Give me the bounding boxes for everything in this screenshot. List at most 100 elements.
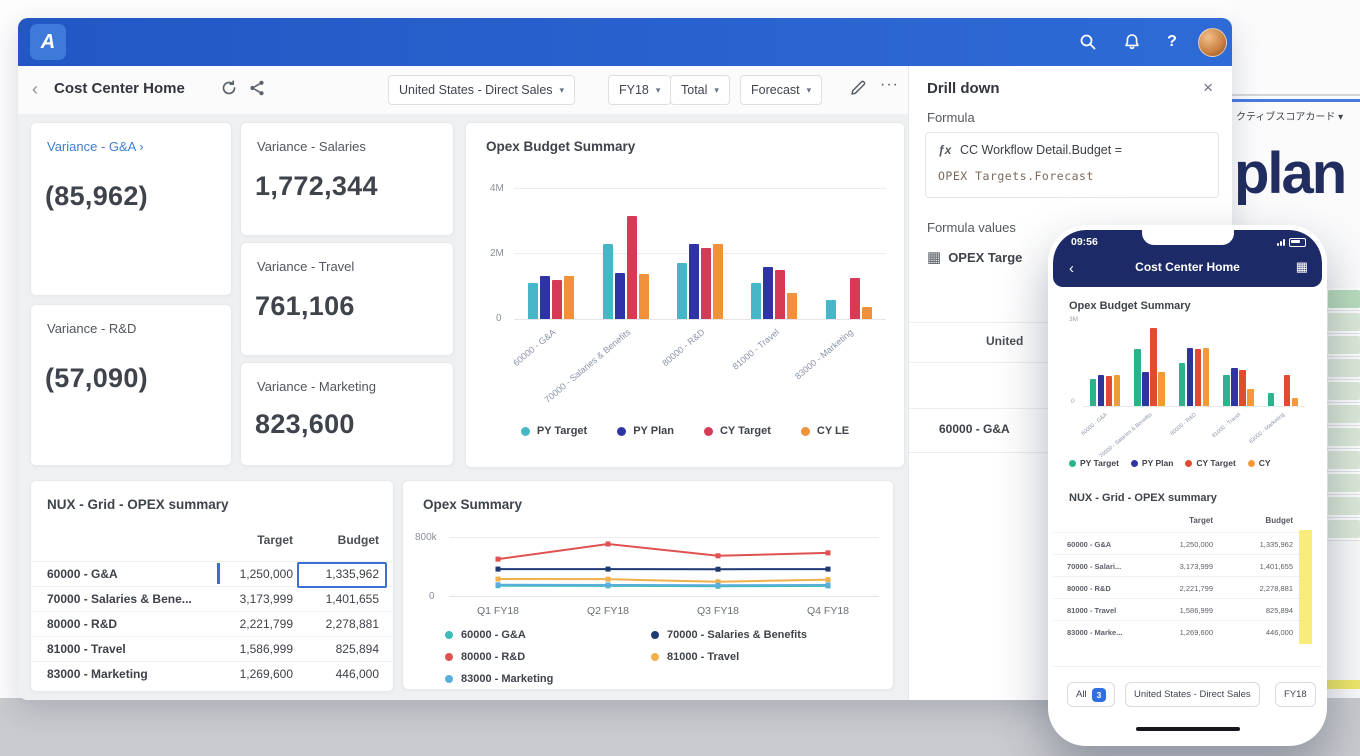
x-axis-label: Q3 FY18 [696,605,740,617]
legend-item[interactable]: CY Target [703,425,771,437]
home-indicator[interactable] [1135,727,1240,731]
anaplan-logo-icon[interactable]: A [30,24,66,60]
gridline [514,188,886,189]
legend-item[interactable]: 83000 - Marketing [445,673,553,685]
chevron-down-icon: ▾ [559,84,565,95]
legend-dot [1069,459,1076,467]
bar [1150,328,1157,406]
filter-dropdown-page[interactable]: United States - Direct Sales ▾ [388,75,576,105]
kpi-value: 1,772,344 [255,171,378,201]
filter-dropdown-version[interactable]: Forecast ▾ [740,75,823,105]
count-badge: 3 [1091,687,1107,702]
bar [1267,393,1274,406]
filter-dropdown-time[interactable]: FY18 ▾ [608,75,672,105]
kpi-label: Variance - Travel [257,259,355,274]
x-axis-label: 70000 - Salaries & Benefits [1098,412,1154,460]
help-icon[interactable]: ? [1167,33,1177,50]
x-axis-label: 60000 - G&A [511,327,558,369]
bar [1105,376,1113,406]
grid-menu-icon[interactable]: ▦ [1295,259,1308,274]
bar [1186,347,1194,406]
grid-row[interactable]: 83000 - Marke... 1,269,600 446,000 [1053,620,1306,643]
grid-row[interactable]: 60000 - G&A 1,250,000 1,335,962 [31,561,393,587]
legend-item: CY [1247,458,1271,468]
highlight-scroll-strip [1299,530,1312,644]
phone-page-title: Cost Center Home [1135,260,1240,274]
x-axis [1083,406,1305,407]
bar [688,243,699,319]
formula-line1: CC Workflow Detail.Budget = [960,143,1122,157]
kpi-link-label[interactable]: Variance - G&A › [47,139,144,154]
panel-title: Drill down [927,80,1000,97]
kpi-label: Variance - R&D [47,321,137,336]
grid-row[interactable]: 70000 - Salari... 3,173,999 1,401,655 [1053,554,1306,577]
filter-chip-time[interactable]: FY18 [1275,682,1316,707]
grid-row[interactable]: 80000 - R&D 2,221,799 2,278,881 [1053,576,1306,599]
legend-item[interactable]: 81000 - Travel [651,651,739,663]
bar [775,269,786,319]
formula-box[interactable]: ƒx CC Workflow Detail.Budget = OPEX Targ… [925,132,1219,198]
bar [626,215,637,319]
search-icon[interactable] [1076,30,1100,54]
filter-chip-page[interactable]: United States - Direct Sales [1125,682,1260,707]
kpi-card-variance-salaries: Variance - Salaries 1,772,344 [240,122,454,236]
formula-source-module[interactable]: ▦ OPEX Targe [927,249,1023,266]
edit-pencil-icon[interactable] [849,79,867,102]
column-header-budget[interactable]: Budget [337,533,379,547]
more-options-icon[interactable]: ··· [880,76,899,93]
x-axis-label: 80000 - R&D [660,327,707,369]
bar [1178,363,1186,406]
bar [1142,372,1149,406]
bar [1283,374,1290,406]
bar [1089,378,1097,406]
bar [540,276,551,319]
legend-dot [1185,459,1193,467]
y-axis-tick: 0 [496,313,502,324]
legend-item: PY Target [1069,458,1119,468]
y-axis-tick: 2M [490,248,504,259]
share-icon[interactable] [248,79,266,102]
back-chevron-icon[interactable]: ‹ [1069,260,1074,277]
chevron-down-icon: ▾ [806,84,812,95]
grid-row[interactable]: 83000 - Marketing 1,269,600 446,000 [31,661,393,687]
legend-item[interactable]: 70000 - Salaries & Benefits [651,629,807,641]
legend-dot [1247,459,1255,467]
y-axis-tick: 0 [429,591,435,602]
filter-dropdown-lineitems[interactable]: Total ▾ [670,75,730,105]
close-icon[interactable]: × [1203,78,1213,97]
bar [602,243,613,319]
bar [552,279,563,319]
user-avatar[interactable] [1198,28,1227,57]
bar-group [528,188,575,319]
grid-row[interactable]: 81000 - Travel 1,586,999 825,894 [31,636,393,662]
filter-chip-all[interactable]: All 3 [1067,682,1116,707]
column-header-target[interactable]: Target [257,533,293,547]
legend-dot [703,426,713,436]
legend-item[interactable]: CY LE [800,425,849,437]
bar-group [1134,318,1165,406]
back-chevron-icon[interactable]: ‹ [32,79,38,99]
grid-row[interactable]: 80000 - R&D 2,221,799 2,278,881 [31,611,393,637]
grid-row[interactable]: 60000 - G&A 1,250,000 1,335,962 [1053,532,1306,555]
bar [1247,389,1254,406]
dashboard-content: Variance - G&A › (85,962) Variance - R&D… [18,114,908,700]
legend-item[interactable]: 60000 - G&A [445,629,526,641]
bar [1134,349,1141,406]
column-header-target: Target [1189,516,1213,525]
legend-dot [651,631,659,639]
grid-row[interactable]: 70000 - Salaries & Bene... 3,173,999 1,401… [31,586,393,612]
drilldown-row-label[interactable]: 60000 - G&A [939,422,1010,436]
refresh-icon[interactable] [220,79,238,102]
legend-item[interactable]: PY Target [520,425,587,437]
x-axis-label: Q2 FY18 [586,605,630,617]
grid-row[interactable]: 81000 - Travel 1,586,999 825,894 [1053,598,1306,621]
y-axis-tick: 800k [415,532,437,543]
notifications-bell-icon[interactable] [1120,30,1144,54]
kpi-card-variance-marketing: Variance - Marketing 823,600 [240,362,454,466]
divider [1053,666,1322,667]
legend-item[interactable]: 80000 - R&D [445,651,525,663]
legend-item[interactable]: PY Plan [617,425,674,437]
formula-label: Formula [927,110,975,125]
bar-group [1267,318,1298,406]
kpi-value: (57,090) [45,363,148,393]
